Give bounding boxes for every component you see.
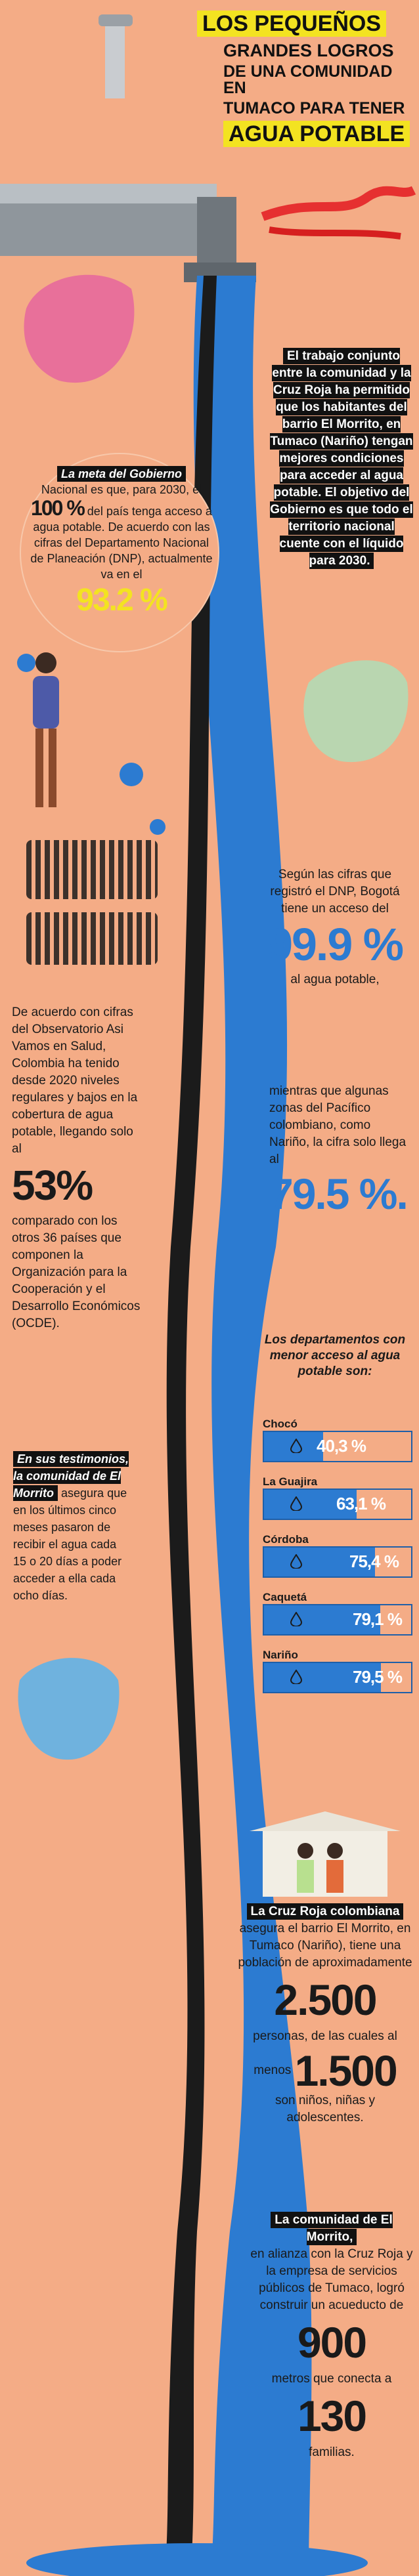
acueducto-highlight: La comunidad de El Morrito, bbox=[271, 2212, 393, 2245]
morrito-highlight: En sus testimonios, la comunidad de El M… bbox=[13, 1451, 129, 1501]
department-bar: 40,3 % bbox=[263, 1431, 412, 1462]
department-item-narino: Nariño 79,5 % bbox=[263, 1649, 414, 1693]
woman-figure-icon bbox=[33, 652, 59, 807]
department-bar: 75,4 % bbox=[263, 1546, 412, 1578]
department-value: 40,3 % bbox=[317, 1436, 366, 1456]
department-bar: 79,1 % bbox=[263, 1604, 412, 1636]
bogota-text2: al agua potable, bbox=[290, 973, 380, 986]
acueducto-num1: 900 bbox=[297, 2318, 367, 2367]
title-line-2: GRANDES LOGROS bbox=[223, 41, 394, 60]
department-item-choco: Chocó 40,3 % bbox=[263, 1418, 414, 1462]
departments-title: Los departamentos con menor acceso al ag… bbox=[264, 1333, 406, 1378]
intro-text: El trabajo conjunto entre la comunidad y… bbox=[270, 348, 413, 569]
department-value: 75,4 % bbox=[349, 1552, 399, 1571]
title-line-1: LOS PEQUEÑOS bbox=[197, 11, 387, 37]
faucet-icon bbox=[0, 14, 256, 282]
acueducto-num2: 130 bbox=[297, 2392, 367, 2440]
ocde-block: De acuerdo con cifras del Observatorio A… bbox=[12, 1004, 143, 1332]
water-drop-icon bbox=[290, 1439, 302, 1453]
cruz-roja-block: La Cruz Roja colombiana asegura el barri… bbox=[236, 1903, 414, 2126]
water-drop-icon bbox=[290, 1496, 302, 1511]
department-bar-fill bbox=[264, 1548, 375, 1576]
department-bar: 63,1 % bbox=[263, 1489, 412, 1520]
goal-circle bbox=[20, 453, 219, 652]
water-drop-icon bbox=[290, 1554, 302, 1569]
goal-highlight: La meta del Gobierno bbox=[56, 466, 187, 482]
department-label: Caquetá bbox=[263, 1591, 307, 1603]
goal-block: La meta del Gobierno Nacional es que, pa… bbox=[26, 466, 217, 616]
crowd-icon-2 bbox=[26, 912, 158, 965]
ocde-text2: comparado con los otros 36 países que co… bbox=[12, 1214, 141, 1330]
cruz-roja-text1: asegura el barrio El Morrito, en Tumaco … bbox=[238, 1922, 412, 1970]
water-drop-icon bbox=[290, 1670, 302, 1684]
department-label: Chocó bbox=[263, 1418, 298, 1430]
pacifico-pct: 79.5 %. bbox=[269, 1170, 408, 1218]
department-item-cordoba: Córdoba 75,4 % bbox=[263, 1533, 414, 1578]
crowd-icon bbox=[26, 840, 158, 899]
department-value: 79,1 % bbox=[353, 1609, 403, 1629]
title-line-4: TUMACO PARA TENER bbox=[223, 99, 405, 117]
title-line-3: DE UNA COMUNIDAD EN bbox=[223, 62, 393, 97]
department-bar-fill bbox=[264, 1663, 382, 1692]
department-item-caqueta: Caquetá 79,1 % bbox=[263, 1591, 414, 1636]
department-bar-fill bbox=[264, 1490, 357, 1519]
cruz-roja-num2: 1.500 bbox=[294, 2046, 398, 2095]
department-label: Nariño bbox=[263, 1649, 298, 1661]
department-item-la-guajira: La Guajira 63,1 % bbox=[263, 1475, 414, 1520]
acueducto-text1: en alianza con la Cruz Roja y la empresa… bbox=[250, 2247, 413, 2312]
goal-pct: 100 % bbox=[31, 496, 85, 520]
pacifico-text: mientras que algunas zonas del Pacífico … bbox=[269, 1084, 407, 1166]
title-line-5: AGUA POTABLE bbox=[223, 121, 410, 147]
intro-paragraph: El trabajo conjunto entre la comunidad y… bbox=[269, 348, 414, 570]
acueducto-text3: familias. bbox=[309, 2445, 355, 2459]
ocde-text1: De acuerdo con cifras del Observatorio A… bbox=[12, 1005, 138, 1156]
children-house-icon bbox=[250, 1811, 401, 1897]
goal-text1: Nacional es que, para 2030, el bbox=[41, 483, 202, 496]
morrito-testimony: En sus testimonios, la comunidad de El M… bbox=[13, 1450, 131, 1604]
cruz-roja-text4: son niños, niñas y adolescentes. bbox=[275, 2094, 376, 2124]
water-drop-icon bbox=[290, 1612, 302, 1626]
department-value: 63,1 % bbox=[336, 1494, 386, 1513]
department-bar: 79,5 % bbox=[263, 1662, 412, 1693]
bogota-pct: 99.9 % bbox=[267, 919, 404, 970]
cruz-roja-text3: menos bbox=[254, 2063, 292, 2078]
acueducto-block: La comunidad de El Morrito, en alianza c… bbox=[250, 2212, 414, 2461]
department-label: Córdoba bbox=[263, 1533, 309, 1546]
acueducto-text2: metros que conecta a bbox=[271, 2372, 392, 2386]
department-label: La Guajira bbox=[263, 1475, 318, 1488]
bogota-block: Según las cifras que registró el DNP, Bo… bbox=[263, 866, 407, 988]
goal-current: 93.2 % bbox=[76, 583, 167, 618]
cruz-roja-text2: personas, de las cuales al bbox=[253, 2029, 397, 2043]
goal-text2: del país tenga acceso a agua potable. De… bbox=[30, 505, 213, 581]
morrito-text: asegura que en los últimos cinco meses p… bbox=[13, 1487, 127, 1602]
departments-list: Chocó 40,3 % La Guajira 63,1 % Córdoba 7… bbox=[263, 1418, 414, 1706]
page-title: LOS PEQUEÑOS GRANDES LOGROS DE UNA COMUN… bbox=[197, 11, 414, 147]
ocde-pct: 53% bbox=[12, 1162, 93, 1209]
cruz-roja-highlight: La Cruz Roja colombiana bbox=[246, 1903, 404, 1920]
cruz-roja-num1: 2.500 bbox=[274, 1975, 377, 2024]
department-bar-fill bbox=[264, 1432, 324, 1461]
bogota-text: Según las cifras que registró el DNP, Bo… bbox=[270, 868, 400, 916]
department-value: 79,5 % bbox=[353, 1667, 403, 1687]
pacifico-block: mientras que algunas zonas del Pacífico … bbox=[269, 1083, 414, 1215]
department-bar-fill bbox=[264, 1605, 381, 1634]
